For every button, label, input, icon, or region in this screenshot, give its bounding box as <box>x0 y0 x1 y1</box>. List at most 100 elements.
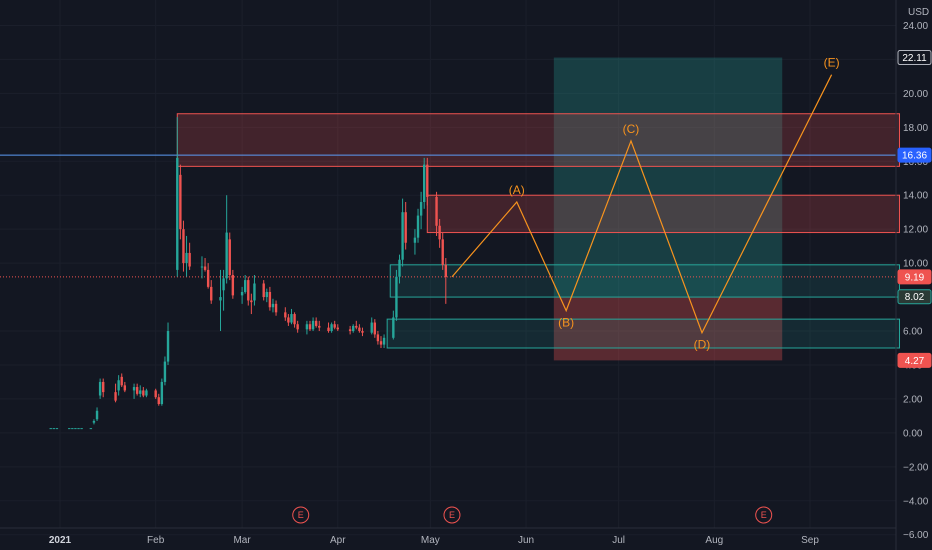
candle-body <box>376 334 380 342</box>
candle-body <box>358 327 361 332</box>
y-tick-label: 2.00 <box>903 394 923 405</box>
wave-label: (C) <box>623 122 640 136</box>
candle-body <box>89 428 93 430</box>
candle-body <box>219 297 222 301</box>
candle-body <box>441 239 444 265</box>
y-tick-label: 20.00 <box>903 89 928 100</box>
price-tag-box <box>897 352 932 368</box>
support-zone <box>389 264 901 298</box>
candle-body <box>370 322 373 333</box>
candle-body <box>166 331 170 362</box>
candle-body <box>311 320 315 330</box>
candle-body <box>419 202 423 216</box>
x-tick-label: Jul <box>612 535 625 546</box>
candle-body <box>117 380 120 391</box>
support-zone <box>386 318 901 349</box>
candle-body <box>382 337 386 345</box>
price-tag-label: 16.36 <box>902 151 927 162</box>
candle-body <box>222 278 225 291</box>
candle-body <box>253 283 256 301</box>
earnings-marker <box>443 506 461 524</box>
candle-body <box>373 322 377 335</box>
candle-body <box>444 264 448 277</box>
candles-layer <box>49 117 448 430</box>
candle-body <box>145 390 148 396</box>
waves-layer: (A) (B) (C) (D) (E) <box>451 56 840 352</box>
candle-body <box>210 286 213 301</box>
earnings-label: E <box>298 510 304 520</box>
candle-body <box>95 410 99 420</box>
candle-body <box>379 341 383 345</box>
candle-body <box>68 428 71 430</box>
candle-body <box>77 428 80 430</box>
candle-body <box>265 291 268 298</box>
candle-body <box>413 237 417 243</box>
candle-body <box>135 387 139 394</box>
price-tag-label: 4.27 <box>905 356 925 367</box>
y-tick-label: −4.00 <box>903 496 929 507</box>
candle-body <box>290 314 293 323</box>
price-tag-box <box>897 50 932 66</box>
wave-label: (E) <box>824 56 840 70</box>
candle-body <box>92 420 96 423</box>
candle-body <box>206 269 210 287</box>
x-tick-label: 2021 <box>49 535 72 546</box>
candle-body <box>352 325 355 332</box>
candle-body <box>395 276 398 318</box>
candle-body <box>348 329 352 332</box>
candle-body <box>318 325 321 328</box>
candle-body <box>120 376 123 386</box>
candle-body <box>154 390 157 398</box>
candle-body <box>268 291 272 308</box>
candle-body <box>308 324 312 330</box>
candle-body <box>188 252 191 267</box>
candle-body <box>314 320 318 326</box>
candle-body <box>305 324 309 330</box>
candle-body <box>327 327 330 332</box>
wave-label: (B) <box>558 316 574 330</box>
price-tag-label: 9.19 <box>905 272 925 283</box>
candle-body <box>398 259 401 277</box>
candle-body <box>157 397 160 405</box>
y-tick-label: −2.00 <box>903 462 929 473</box>
candle-body <box>98 381 102 396</box>
candle-body <box>49 428 52 430</box>
y-tick-label: 6.00 <box>903 327 923 338</box>
price-tags-layer: 22.11 16.36 9.19 8.02 4.27 <box>897 50 932 368</box>
candle-body <box>296 324 299 330</box>
wave-label: (A) <box>509 183 525 197</box>
candle-body <box>247 280 250 301</box>
candle-body <box>139 390 142 394</box>
candle-body <box>284 312 287 318</box>
candle-body <box>114 392 117 401</box>
x-tick-label: Jun <box>518 535 534 546</box>
candle-body <box>231 275 235 296</box>
x-tick-label: Feb <box>147 535 165 546</box>
candle-body <box>287 317 290 323</box>
candle-body <box>333 324 336 328</box>
candle-body <box>176 157 179 270</box>
candle-body <box>422 164 426 203</box>
candle-body <box>438 225 441 240</box>
position-stop-zone <box>553 296 783 361</box>
x-tick-label: Apr <box>330 535 346 546</box>
price-tag-box <box>897 147 932 163</box>
x-tick-label: Aug <box>705 535 723 546</box>
horizontal-lines-layer <box>0 154 896 278</box>
position-profit-zone <box>553 57 783 297</box>
y-tick-label: 14.00 <box>903 191 928 202</box>
candle-body <box>401 212 404 260</box>
x-tick-label: May <box>421 535 440 546</box>
candle-body <box>274 303 278 313</box>
y-tick-label: 12.00 <box>903 225 928 236</box>
candle-body <box>225 232 228 279</box>
candle-body <box>142 390 145 396</box>
earnings-label: E <box>761 510 767 520</box>
candle-body <box>132 387 136 391</box>
candle-body <box>52 428 56 430</box>
candle-body <box>185 252 188 264</box>
y-tick-label: −6.00 <box>903 530 929 541</box>
